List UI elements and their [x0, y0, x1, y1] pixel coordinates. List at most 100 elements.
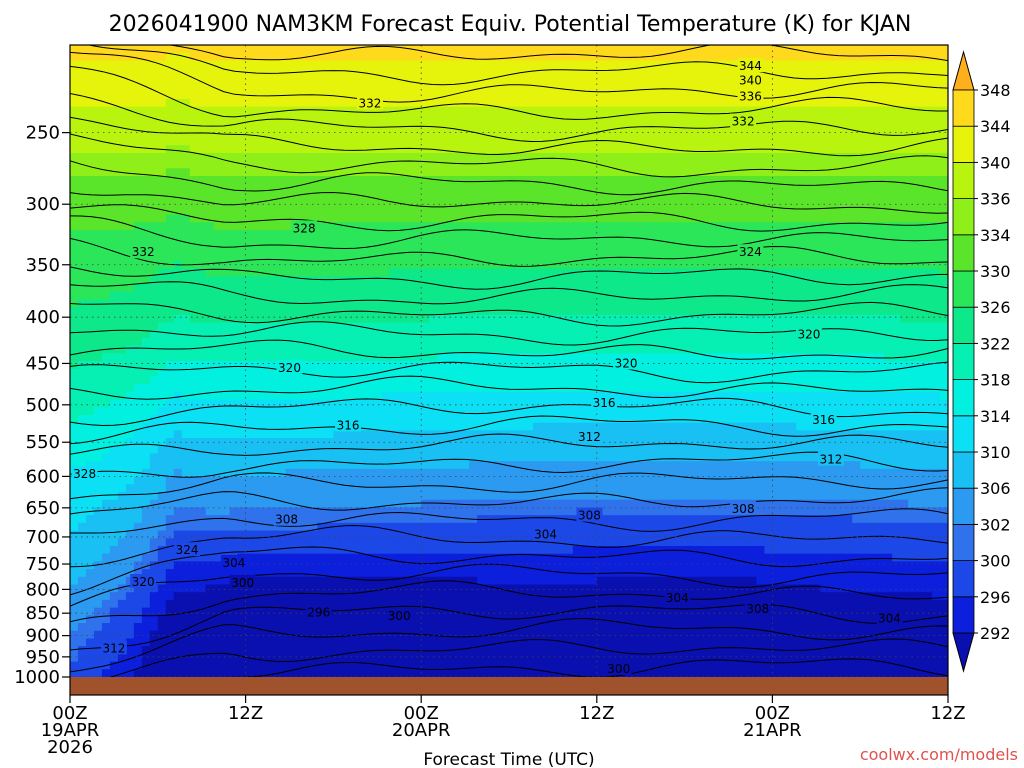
- band-cell: [445, 245, 454, 254]
- band-cell: [469, 607, 478, 616]
- band-cell: [165, 669, 175, 678]
- band-cell: [532, 515, 542, 524]
- band-cell: [524, 561, 534, 570]
- band-cell: [157, 461, 167, 470]
- band-cell: [532, 268, 542, 277]
- band-cell: [389, 283, 398, 293]
- band-cell: [245, 430, 255, 439]
- band-cell: [133, 229, 143, 239]
- band-cell: [149, 237, 159, 246]
- band-cell: [429, 515, 438, 524]
- band-cell: [548, 322, 558, 331]
- band-cell: [309, 114, 319, 123]
- band-cell: [213, 391, 223, 401]
- band-cell: [341, 615, 350, 624]
- band-cell: [540, 445, 550, 455]
- band-cell: [413, 268, 422, 277]
- band-cell: [373, 214, 382, 223]
- band-cell: [245, 361, 255, 370]
- band-cell: [173, 345, 183, 354]
- band-cell: [333, 576, 342, 586]
- band-cell: [317, 615, 327, 624]
- band-cell: [493, 484, 502, 493]
- band-cell: [381, 168, 390, 177]
- band-cell: [269, 445, 279, 455]
- band-cell: [381, 68, 390, 77]
- band-cell: [133, 45, 143, 54]
- band-cell: [341, 453, 350, 462]
- band-cell: [397, 623, 406, 632]
- band-cell: [437, 322, 446, 331]
- band-cell: [501, 237, 510, 246]
- band-cell: [540, 661, 550, 670]
- band-cell: [269, 83, 279, 92]
- band-cell: [229, 468, 239, 478]
- band-cell: [413, 530, 422, 539]
- band-cell: [493, 168, 502, 177]
- band-cell: [477, 561, 486, 570]
- band-cell: [237, 368, 247, 378]
- band-cell: [389, 499, 398, 509]
- band-cell: [157, 283, 167, 293]
- band-cell: [309, 630, 319, 640]
- band-cell: [285, 453, 295, 462]
- band-cell: [149, 445, 159, 455]
- band-cell: [317, 376, 327, 385]
- band-cell: [253, 283, 263, 293]
- band-cell: [309, 276, 319, 285]
- band-cell: [357, 484, 366, 493]
- band-cell: [485, 268, 494, 277]
- band-cell: [173, 499, 183, 509]
- band-cell: [293, 245, 303, 254]
- band-cell: [485, 183, 494, 193]
- band-cell: [85, 530, 95, 539]
- band-cell: [493, 199, 502, 208]
- band-cell: [165, 584, 175, 593]
- band-cell: [85, 592, 95, 601]
- band-cell: [532, 661, 542, 670]
- band-cell: [165, 322, 175, 331]
- band-cell: [197, 268, 207, 277]
- band-cell: [125, 214, 135, 223]
- band-cell: [165, 314, 175, 324]
- band-cell: [453, 584, 462, 593]
- band-cell: [85, 276, 95, 285]
- band-cell: [261, 183, 271, 193]
- band-cell: [293, 430, 303, 439]
- band-cell: [237, 599, 247, 609]
- band-cell: [101, 160, 111, 169]
- band-cell: [109, 137, 119, 146]
- band-cell: [93, 322, 103, 331]
- band-cell: [516, 330, 526, 339]
- band-cell: [524, 384, 534, 393]
- band-cell: [524, 368, 534, 378]
- band-cell: [341, 553, 350, 562]
- band-cell: [285, 461, 295, 470]
- band-cell: [85, 68, 95, 77]
- band-cell: [469, 168, 478, 177]
- band-cell: [70, 368, 79, 378]
- band-cell: [509, 337, 518, 347]
- band-cell: [333, 145, 342, 154]
- band-cell: [437, 453, 446, 462]
- band-cell: [540, 206, 550, 216]
- band-cell: [540, 237, 550, 246]
- band-cell: [285, 407, 295, 416]
- band-cell: [477, 407, 486, 416]
- band-cell: [173, 414, 183, 424]
- band-cell: [285, 60, 295, 69]
- band-cell: [293, 638, 303, 647]
- band-cell: [509, 599, 518, 609]
- band-cell: [189, 222, 199, 231]
- band-cell: [70, 191, 79, 200]
- band-cell: [548, 438, 558, 447]
- band-cell: [293, 507, 303, 516]
- band-cell: [70, 137, 79, 146]
- band-cell: [269, 368, 279, 378]
- band-cell: [453, 268, 462, 277]
- band-cell: [429, 114, 438, 123]
- band-cell: [317, 199, 327, 208]
- band-cell: [532, 407, 542, 416]
- band-cell: [333, 515, 342, 524]
- band-cell: [157, 106, 167, 115]
